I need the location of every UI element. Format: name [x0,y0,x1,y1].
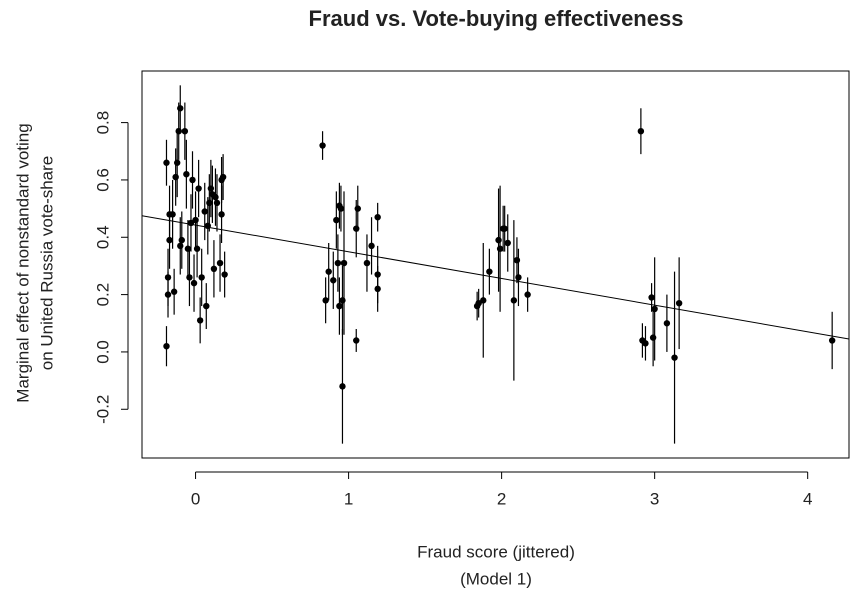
point [213,199,221,207]
point [828,337,836,344]
point [510,297,518,304]
x-tick-label: 4 [803,489,812,508]
x-axis-label: (Model 1) [460,569,532,588]
y-tick-label: 0.8 [93,111,112,135]
point [651,305,658,313]
point [177,242,184,250]
point [486,268,493,275]
point [353,337,360,344]
point [163,343,170,350]
point [319,142,326,149]
y-axis-label: Marginal effect of nonstandard voting [13,123,32,402]
point [339,383,346,390]
point [524,291,531,298]
point [170,288,178,295]
point [513,257,521,264]
point [353,225,360,232]
point [495,236,502,244]
point [184,245,192,252]
point [363,259,371,267]
point [330,277,337,284]
point [325,268,332,275]
point [173,159,181,166]
point [337,205,345,212]
point [164,291,172,298]
point [480,297,487,304]
point [172,173,179,181]
point [193,245,201,252]
point [181,128,189,135]
point [212,193,219,201]
y-tick-label: 0.2 [93,283,112,307]
point [663,320,671,327]
y-tick-label: 0.6 [93,168,112,192]
point [322,297,329,304]
point [496,245,504,252]
point [203,302,210,310]
x-axis-label: Fraud score (jittered) [417,542,575,561]
point [340,259,348,267]
point [190,279,198,287]
fit-line [141,215,850,340]
point [339,297,346,304]
point [675,300,683,307]
point [354,205,361,212]
point [186,274,193,281]
chart-title: Fraud vs. Vote-buying effectiveness [309,6,684,31]
point [177,105,184,112]
point [178,236,185,244]
y-axis-label: on United Russia vote-share [37,156,56,371]
point [218,211,225,218]
x-tick-label: 1 [344,489,353,508]
y-tick-label: 0.0 [93,340,112,364]
point [163,159,170,166]
plot-box [141,70,850,459]
point [183,171,190,178]
point [671,354,678,361]
point [210,265,218,272]
point [504,239,511,247]
point [192,216,199,224]
point [368,242,375,250]
point [501,225,508,232]
point [649,334,657,341]
point [198,274,205,281]
point [515,274,522,281]
point [175,128,182,135]
point [642,340,649,347]
x-tick-label: 3 [650,489,659,508]
point [374,214,381,221]
y-tick-label: -0.2 [93,395,112,424]
point [216,259,224,267]
point [196,317,204,324]
point [206,199,213,207]
point [336,302,343,310]
point [189,176,196,184]
point [201,208,208,215]
point [637,128,645,135]
y-tick-label: 0.4 [93,225,112,249]
point [334,259,342,267]
x-tick-label: 0 [191,489,200,508]
point [221,271,228,278]
point [219,173,227,181]
point [648,294,655,301]
point [475,300,482,307]
point [207,185,215,192]
point [195,185,202,192]
x-tick-label: 2 [497,489,506,508]
point [374,285,381,293]
point [333,216,340,224]
point [169,211,176,218]
